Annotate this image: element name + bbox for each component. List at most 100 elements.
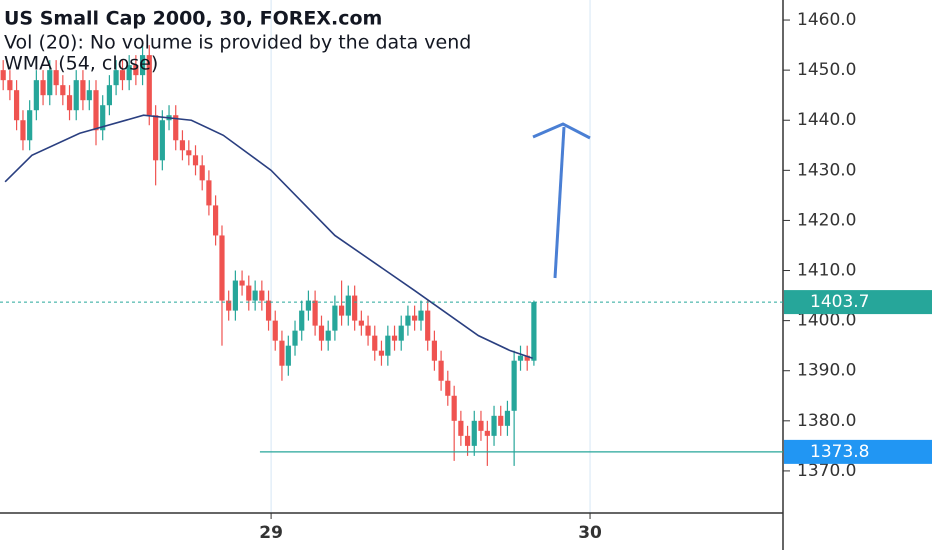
- arrow-shaft: [553, 126, 566, 279]
- candle-body: [418, 310, 424, 321]
- candle-body: [391, 335, 398, 341]
- candle-body: [338, 305, 345, 316]
- candle-body: [398, 325, 404, 341]
- plot-area: [0, 0, 591, 513]
- y-tick-label: 1440.0: [797, 110, 856, 130]
- candle-body: [279, 340, 285, 366]
- candle-body: [192, 155, 199, 166]
- candle-body: [498, 415, 504, 426]
- candle-body: [524, 355, 530, 361]
- candle-body: [246, 285, 252, 301]
- candle-body: [20, 120, 26, 141]
- candle-body: [33, 80, 39, 111]
- candle-body: [232, 280, 238, 311]
- x-tick-label: 29: [259, 523, 283, 543]
- candle-body: [226, 300, 232, 311]
- candle-body: [385, 335, 391, 356]
- candle-body: [451, 395, 457, 421]
- candle-body: [285, 345, 291, 366]
- candle-body: [345, 295, 351, 316]
- candle-body: [0, 70, 6, 81]
- candle-body: [478, 420, 484, 431]
- chart-title: US Small Cap 2000, 30, FOREX.com: [4, 8, 382, 30]
- candle-body: [7, 80, 13, 91]
- candle-body: [445, 380, 451, 396]
- candle-body: [292, 330, 298, 346]
- candle-body: [27, 110, 33, 141]
- candle-body: [405, 315, 411, 326]
- candle-body: [484, 430, 490, 436]
- last-price-box: [784, 290, 932, 315]
- candle-body: [471, 420, 477, 446]
- y-tick-label: 1420.0: [797, 210, 856, 230]
- candle-body: [73, 80, 79, 111]
- candle-body: [464, 435, 471, 446]
- wma-line: [4, 114, 533, 359]
- candle-body: [412, 315, 418, 321]
- last-price-label: 1403.7: [810, 292, 869, 312]
- candle-body: [318, 325, 325, 341]
- candle-body: [133, 65, 139, 76]
- candle-body: [60, 85, 66, 96]
- candle-body: [531, 302, 537, 361]
- candle-body: [199, 165, 205, 181]
- candle-body: [299, 310, 305, 331]
- y-tick-label: 1460.0: [797, 10, 856, 30]
- indicator-label: WMA (54, close): [4, 53, 158, 75]
- candle-body: [53, 70, 59, 86]
- candle-body: [213, 205, 219, 236]
- candle-body: [146, 55, 152, 116]
- candle-body: [40, 80, 46, 96]
- candle-body: [106, 85, 112, 106]
- candle-body: [325, 330, 331, 341]
- candle-body: [332, 305, 338, 331]
- candle-body: [219, 235, 225, 301]
- candle-body: [113, 70, 119, 86]
- candle-body: [378, 350, 385, 356]
- candle-body: [272, 320, 278, 341]
- candle-body: [126, 65, 132, 81]
- candle-body: [358, 320, 364, 326]
- y-tick-label: 1400.0: [797, 311, 856, 331]
- candle-body: [139, 55, 146, 76]
- candle-body: [305, 300, 312, 311]
- candle-body: [252, 290, 258, 301]
- candle-body: [173, 115, 179, 141]
- arrow-head: [532, 122, 591, 140]
- candle-body: [80, 80, 86, 101]
- candle-body: [438, 360, 444, 381]
- y-tick-label: 1410.0: [797, 261, 856, 281]
- candle-body: [206, 180, 212, 206]
- candle-body: [511, 360, 517, 411]
- y-tick-label: 1450.0: [797, 60, 856, 80]
- x-tick-label: 30: [578, 523, 602, 543]
- candle-body: [13, 90, 20, 121]
- candle-body: [239, 280, 245, 286]
- candle-body: [86, 90, 92, 101]
- y-tick-label: 1390.0: [797, 361, 856, 381]
- candle-body: [66, 95, 73, 111]
- y-tick-label: 1430.0: [797, 160, 856, 180]
- candle-body: [365, 325, 371, 336]
- candle-body: [186, 150, 192, 156]
- candle-body: [153, 115, 159, 161]
- candle-body: [93, 90, 99, 131]
- y-tick-label: 1380.0: [797, 411, 856, 431]
- candle-body: [265, 300, 272, 321]
- candle-body: [491, 415, 497, 436]
- candle-body: [119, 70, 126, 81]
- candle-body: [425, 310, 431, 341]
- candle-body: [259, 290, 265, 301]
- candle-body: [458, 420, 464, 436]
- candle-body: [159, 120, 165, 161]
- candle-body: [372, 335, 378, 351]
- level-box: [784, 439, 932, 464]
- candle-body: [179, 140, 186, 151]
- candle-body: [504, 410, 511, 426]
- candle-body: [47, 70, 53, 96]
- candle-body: [312, 300, 318, 326]
- subtitle: Vol (20): No volume is provided by the d…: [4, 32, 471, 54]
- candle-body: [100, 105, 106, 131]
- y-tick-label: 1370.0: [797, 461, 856, 481]
